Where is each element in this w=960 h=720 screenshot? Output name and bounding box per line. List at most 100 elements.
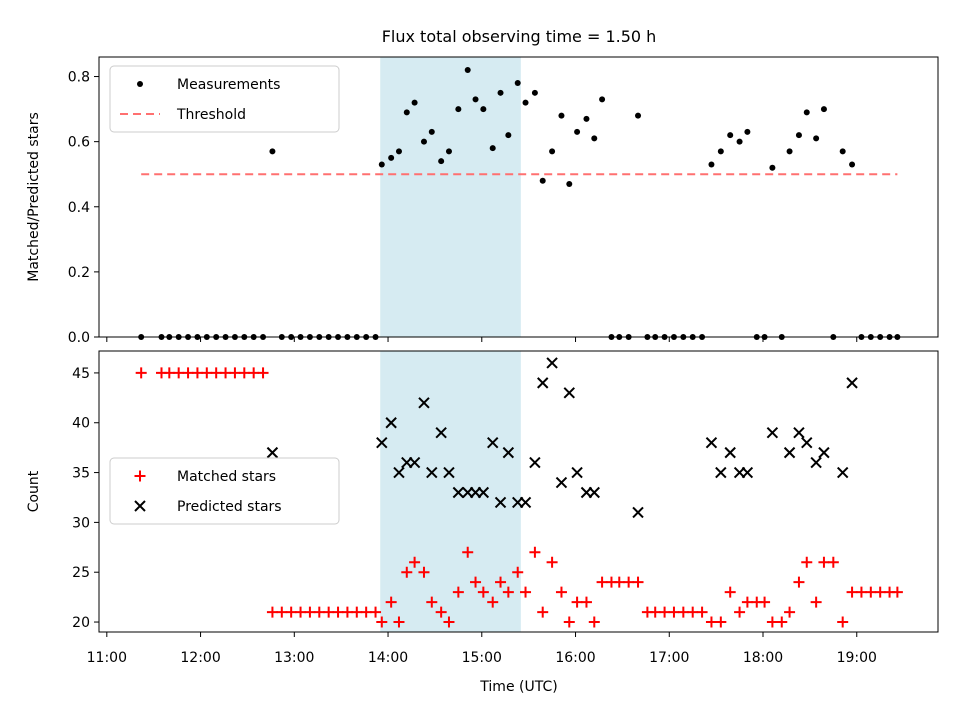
matched-star-point [257, 367, 269, 379]
matched-star-point [401, 566, 413, 578]
predicted-star-point [487, 436, 499, 449]
bottom-y-axis-label: Count [26, 470, 42, 512]
matched-star-point [659, 606, 671, 618]
measurement-point [438, 158, 445, 165]
y-tick-label: 0.4 [68, 200, 90, 216]
predicted-star-point [529, 456, 541, 469]
predicted-star-point [801, 436, 813, 449]
y-tick-label: 30 [72, 515, 90, 531]
matched-star-point [677, 606, 689, 618]
x-tick-label: 14:00 [368, 650, 408, 666]
matched-star-point [818, 556, 830, 568]
matched-star-point [580, 596, 592, 608]
matched-star-point [285, 606, 297, 618]
predicted-star-point [537, 377, 549, 389]
matched-star-point [426, 596, 438, 608]
measurement-point [769, 164, 776, 171]
predicted-star-point [266, 446, 279, 459]
measurement-point [635, 112, 642, 119]
predicted-star-point [571, 466, 583, 479]
matched-star-point [238, 367, 250, 379]
top-legend: Measurements Threshold [109, 65, 340, 133]
measurement-point [591, 135, 598, 142]
matched-star-point [687, 606, 699, 618]
measurement-point [420, 138, 427, 145]
matched-star-point [418, 566, 430, 578]
legend-box [109, 457, 340, 525]
measurement-point [388, 154, 395, 161]
legend-matched-swatch [134, 470, 146, 482]
x-tick-label: 16:00 [555, 650, 595, 666]
matched-star-point [229, 367, 241, 379]
matched-star-point [360, 606, 372, 618]
legend-entry-label: Matched stars [177, 469, 276, 485]
predicted-star-point [408, 456, 421, 469]
matched-star-point [470, 576, 482, 588]
measurement-point [717, 148, 724, 155]
measurement-point [489, 145, 496, 152]
predicted-star-point [715, 466, 727, 479]
measurement-point [786, 148, 793, 155]
matched-star-point [266, 606, 278, 618]
matched-star-point [865, 586, 877, 598]
matched-star-point [537, 606, 549, 618]
measurement-point [411, 99, 418, 106]
bottom-series-0 [135, 367, 903, 628]
y-tick-label: 35 [72, 466, 90, 482]
matched-star-point [855, 586, 867, 598]
chart-title: Flux total observing time = 1.50 h [382, 27, 657, 46]
legend-predicted-swatch [134, 500, 146, 512]
matched-star-point [341, 606, 353, 618]
matched-star-point [191, 367, 203, 379]
legend-entry-label: Threshold [176, 107, 246, 123]
measurement-point [464, 67, 471, 74]
predicted-star-point [546, 357, 558, 369]
matched-star-point [571, 596, 583, 608]
matched-star-point [793, 576, 805, 588]
matched-star-point [649, 606, 661, 618]
y-tick-label: 0.8 [68, 70, 90, 86]
matched-star-point [827, 556, 839, 568]
matched-star-point [201, 367, 213, 379]
matched-star-point [173, 367, 185, 379]
matched-star-point [613, 576, 625, 588]
matched-star-point [529, 546, 541, 558]
bottom-series-1 [266, 357, 858, 519]
matched-star-point [385, 596, 397, 608]
bottom-legend: Matched stars Predicted stars [109, 457, 340, 525]
measurement-point [455, 106, 462, 113]
matched-star-point [495, 576, 507, 588]
predicted-star-point [766, 427, 779, 439]
predicted-star-point [385, 417, 397, 429]
predicted-star-point [443, 466, 455, 479]
measurement-point [813, 135, 820, 142]
legend-box [109, 65, 340, 133]
top-axes-frame [98, 56, 939, 338]
matched-star-point [276, 606, 288, 618]
matched-star-point [409, 556, 421, 568]
predicted-star-point [494, 496, 507, 509]
measurement-point [566, 180, 573, 187]
matched-star-point [520, 586, 532, 598]
matched-star-point [462, 546, 474, 558]
x-axis-label: Time (UTC) [479, 679, 557, 695]
predicted-star-point [810, 456, 822, 469]
matched-star-point [332, 606, 344, 618]
measurement-point [744, 128, 751, 135]
measurement-point [522, 99, 529, 106]
legend-entry-label: Measurements [177, 77, 280, 93]
predicted-star-point [793, 427, 805, 439]
matched-star-point [487, 596, 499, 608]
y-tick-label: 0.2 [68, 265, 90, 281]
predicted-star-point [452, 486, 465, 499]
measurement-point [445, 148, 452, 155]
measurement-point [708, 161, 715, 168]
measurement-point [795, 132, 802, 139]
y-tick-label: 0.0 [68, 330, 90, 346]
matched-star-point [163, 367, 175, 379]
predicted-star-point [818, 446, 830, 459]
measurement-point [599, 96, 606, 103]
measurement-point [727, 132, 734, 139]
matched-star-point [555, 586, 567, 598]
matched-star-point [135, 367, 147, 379]
